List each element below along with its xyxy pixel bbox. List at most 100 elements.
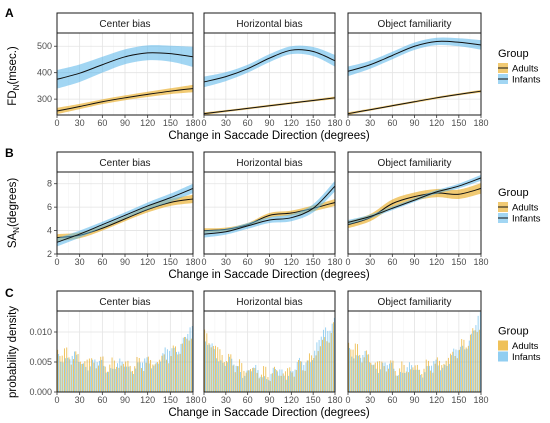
facet-C-3: Object familiarity 0 30 60 90 120 150 180 bbox=[345, 290, 489, 405]
histogram-bar-adults bbox=[258, 378, 260, 392]
histogram-bar-infants bbox=[139, 362, 141, 392]
histogram-bar-infants bbox=[89, 366, 91, 392]
histogram-bar-adults bbox=[470, 334, 472, 392]
histogram-bar-adults bbox=[129, 365, 131, 392]
x-tick-label: 0 bbox=[201, 395, 206, 405]
histogram-bar-adults bbox=[230, 354, 232, 392]
histogram-bar-infants bbox=[209, 344, 211, 392]
histogram-bar-adults bbox=[324, 337, 326, 392]
y-tick-label: 4 bbox=[47, 226, 52, 236]
histogram-bar-adults bbox=[247, 370, 249, 392]
x-tick-label: 0 bbox=[54, 257, 59, 267]
histogram-bar-adults bbox=[456, 358, 458, 392]
histogram-bar-adults bbox=[293, 376, 295, 392]
histogram-bar-adults bbox=[319, 346, 321, 392]
histogram-bar-adults bbox=[184, 336, 186, 392]
x-tick-label: 150 bbox=[163, 395, 178, 405]
histogram-bar-adults bbox=[354, 343, 356, 392]
histogram-bar-adults bbox=[269, 381, 271, 392]
histogram-bar-infants bbox=[257, 370, 259, 392]
histogram-bar-infants bbox=[60, 361, 62, 392]
legend-key-adults: Adults bbox=[498, 340, 539, 352]
histogram-bar-adults bbox=[478, 329, 480, 392]
histogram-bar-infants bbox=[471, 333, 472, 392]
y-tick-label: 2 bbox=[47, 249, 52, 259]
histogram-bar-adults bbox=[315, 355, 317, 392]
histogram-bar-adults bbox=[93, 362, 95, 392]
histogram-bar-adults bbox=[313, 357, 315, 392]
histogram-bar-infants bbox=[333, 317, 335, 392]
histogram-bar-adults bbox=[361, 362, 363, 392]
x-tick-label: 150 bbox=[451, 257, 466, 267]
x-tick-label: 30 bbox=[221, 257, 231, 267]
histogram-bar-infants bbox=[96, 362, 98, 392]
histogram-bar-adults bbox=[348, 342, 350, 392]
x-tick-label: 30 bbox=[75, 395, 85, 405]
y-tick-label: 500 bbox=[37, 41, 52, 51]
histogram-bar-adults bbox=[352, 349, 354, 392]
histogram-bar-adults bbox=[177, 354, 179, 392]
histogram-bar-infants bbox=[281, 369, 283, 392]
x-tick-label: 30 bbox=[75, 257, 85, 267]
histogram-bar-infants bbox=[237, 366, 239, 392]
histogram-bar-adults bbox=[206, 333, 208, 392]
histogram-bar-infants bbox=[422, 377, 424, 392]
fit-line-adults bbox=[203, 97, 336, 115]
histogram-bar-infants bbox=[362, 354, 364, 392]
histogram-bar-infants bbox=[453, 348, 455, 392]
series-infants bbox=[56, 183, 194, 247]
x-tick-label: 60 bbox=[387, 257, 397, 267]
histogram-bar-infants bbox=[180, 343, 182, 392]
histogram-bar-infants bbox=[400, 371, 402, 392]
x-axis-title: Change in Saccade Direction (degrees) bbox=[168, 130, 370, 142]
histogram-bar-adults bbox=[107, 371, 108, 392]
x-tick-label: 180 bbox=[327, 118, 342, 128]
histogram-bar-infants bbox=[171, 348, 173, 392]
histogram-bar-adults bbox=[459, 349, 460, 392]
histogram-bar-adults bbox=[127, 360, 129, 392]
legend-label: Adults bbox=[512, 203, 539, 214]
histogram-bar-infants bbox=[98, 360, 100, 392]
y-tick-label: 300 bbox=[37, 94, 52, 104]
facet-title: Center bias bbox=[99, 158, 150, 169]
histogram-bar-adults bbox=[190, 338, 192, 392]
histogram-bar-infants bbox=[205, 341, 207, 392]
facet-B-3: Object familiarity 0 30 60 90 120 150 180 bbox=[345, 151, 489, 267]
histogram-bar-adults bbox=[365, 350, 367, 392]
x-tick-label: 60 bbox=[97, 118, 107, 128]
histogram-bar-infants bbox=[218, 361, 220, 392]
histogram-bar-infants bbox=[164, 347, 166, 392]
histogram-bar-infants bbox=[231, 358, 233, 392]
histogram-bar-adults bbox=[463, 339, 465, 392]
histogram-bar-adults bbox=[425, 359, 427, 392]
histogram-bar-adults bbox=[476, 332, 478, 392]
x-tick-label: 0 bbox=[54, 395, 59, 405]
histogram-bar-adults bbox=[223, 362, 225, 392]
histogram-bar-infants bbox=[288, 375, 289, 392]
histogram-bar-adults bbox=[410, 369, 412, 392]
histogram-bar-adults bbox=[408, 372, 409, 392]
histogram-bar-infants bbox=[360, 357, 362, 392]
histogram-bar-infants bbox=[417, 369, 419, 392]
histogram-bar-infants bbox=[229, 356, 231, 392]
histogram-bar-adults bbox=[423, 368, 425, 392]
histogram-bar-adults bbox=[304, 370, 306, 392]
histogram-bar-adults bbox=[263, 366, 265, 392]
x-tick-label: 60 bbox=[243, 395, 253, 405]
x-tick-label: 60 bbox=[97, 395, 107, 405]
histogram-bar-infants bbox=[329, 330, 331, 392]
histogram-bar-infants bbox=[397, 375, 399, 392]
histogram-bar-infants bbox=[121, 361, 123, 392]
confidence-band-adults bbox=[204, 198, 335, 233]
histogram-bar-infants bbox=[380, 369, 382, 392]
histogram-bar-adults bbox=[396, 375, 398, 392]
histogram-bar-adults bbox=[175, 346, 176, 392]
histogram-bar-infants bbox=[351, 356, 353, 392]
histogram-bar-infants bbox=[442, 367, 444, 392]
histogram-bar-adults bbox=[219, 349, 221, 392]
facet-title: Center bias bbox=[99, 297, 150, 308]
facet-title: Object familiarity bbox=[378, 19, 452, 30]
histogram-bar-infants bbox=[464, 349, 466, 392]
histogram-bar-adults bbox=[381, 361, 383, 392]
